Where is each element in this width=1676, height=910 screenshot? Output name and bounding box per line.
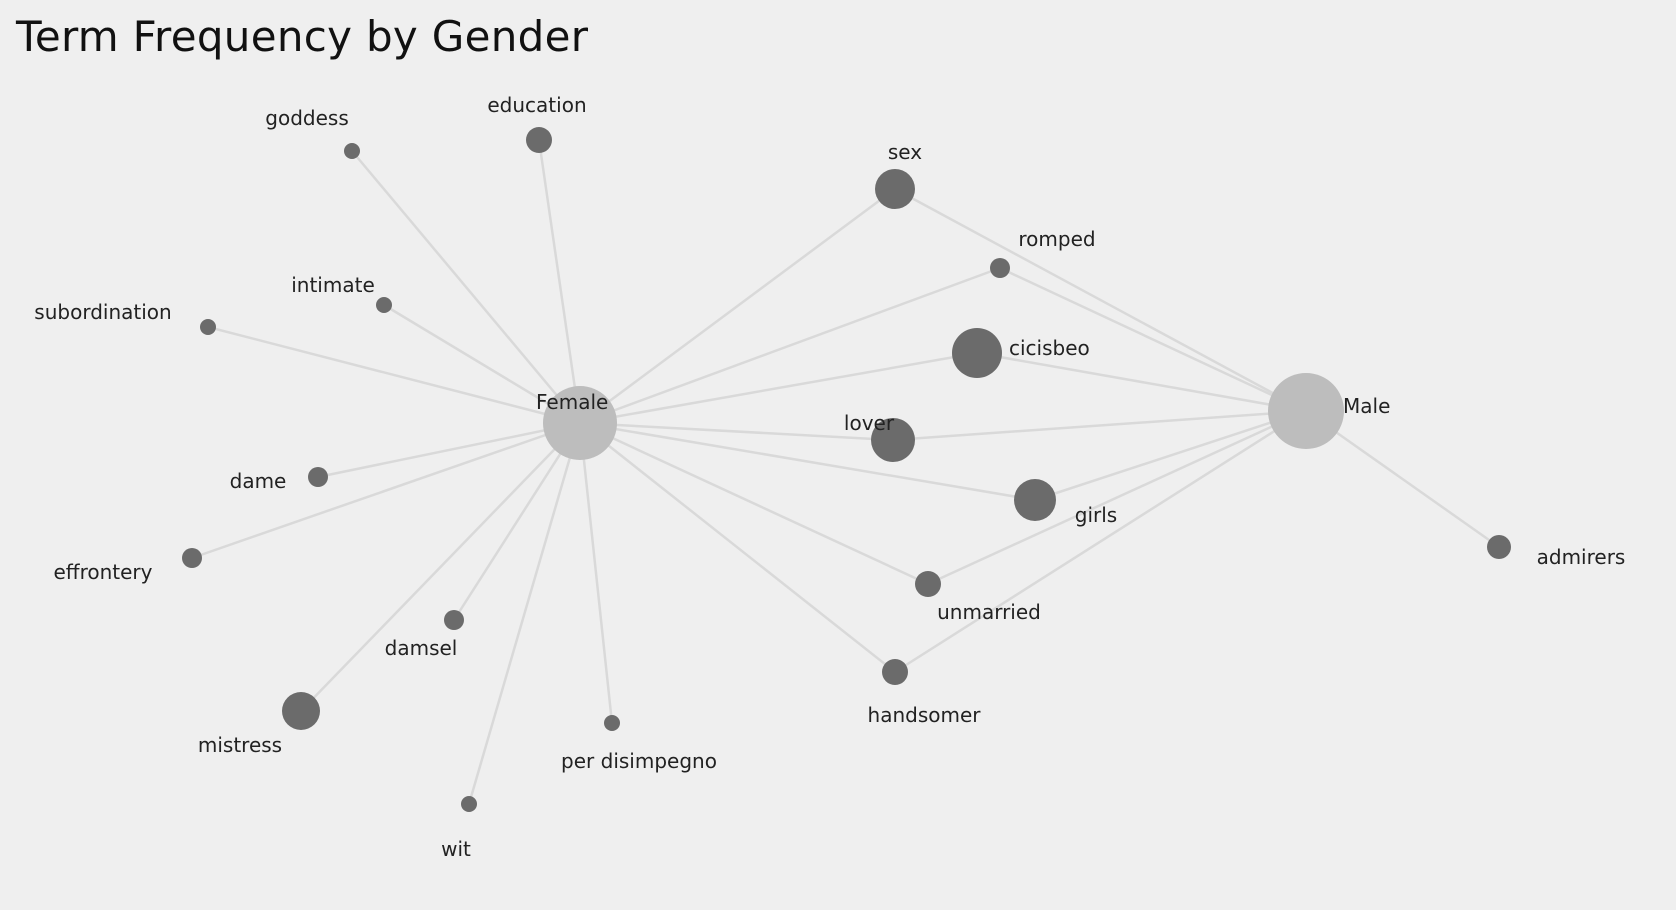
label-unmarried: unmarried (937, 600, 1041, 624)
diagram-title: Term Frequency by Gender (16, 12, 589, 61)
edge-male-girls (1034, 409, 1307, 502)
edge-female-unmarried (579, 421, 929, 586)
node-girls[interactable] (1014, 479, 1056, 521)
edge-female-sex (579, 187, 896, 425)
label-cicisbeo: cicisbeo (1009, 336, 1090, 360)
edge-female-intimate (383, 303, 581, 425)
label-layer: Female Male goddess education intimate subord… (34, 93, 1625, 861)
edge-female-goddess (351, 150, 581, 424)
node-female[interactable] (543, 386, 617, 460)
label-male: Male (1343, 394, 1390, 418)
edge-male-sex (894, 187, 1307, 413)
label-admirers: admirers (1537, 545, 1626, 569)
label-wit: wit (441, 837, 471, 861)
label-damsel: damsel (385, 636, 458, 660)
edge-female-damsel (452, 422, 582, 621)
edge-female-wit (467, 422, 582, 805)
edge-female-effrontery (191, 421, 581, 560)
edge-layer (191, 139, 1500, 805)
node-sex[interactable] (875, 169, 915, 209)
node-per-disimpegno[interactable] (604, 715, 620, 731)
edge-female-handsomer (579, 422, 896, 673)
node-romped[interactable] (990, 258, 1010, 278)
label-sex: sex (888, 140, 922, 164)
edge-female-girls (579, 421, 1036, 502)
label-per-disimpegno: per disimpegno (561, 749, 717, 773)
label-girls: girls (1075, 503, 1117, 527)
edge-female-romped (579, 266, 1001, 425)
edge-female-lover (579, 421, 894, 442)
node-intimate[interactable] (376, 297, 392, 313)
node-dame[interactable] (308, 467, 328, 487)
label-dame: dame (230, 469, 287, 493)
label-subordination: subordination (34, 300, 171, 324)
node-layer (182, 127, 1511, 812)
label-romped: romped (1018, 227, 1095, 251)
edge-female-mistress (300, 422, 581, 712)
node-effrontery[interactable] (182, 548, 202, 568)
edge-female-education (537, 139, 582, 424)
node-handsomer[interactable] (882, 659, 908, 685)
node-lover[interactable] (871, 418, 915, 462)
node-admirers[interactable] (1487, 535, 1511, 559)
edge-female-subordination (207, 325, 581, 425)
edge-male-admirers (1305, 409, 1500, 549)
node-unmarried[interactable] (915, 571, 941, 597)
node-wit[interactable] (461, 796, 477, 812)
edge-male-unmarried (927, 409, 1307, 586)
edge-female-dame (317, 421, 581, 479)
label-mistress: mistress (198, 733, 282, 757)
label-lover: lover (844, 411, 895, 435)
node-mistress[interactable] (282, 692, 320, 730)
node-education[interactable] (526, 127, 552, 153)
node-damsel[interactable] (444, 610, 464, 630)
label-goddess: goddess (265, 106, 348, 130)
label-female: Female (536, 390, 608, 414)
label-effrontery: effrontery (54, 560, 153, 584)
node-cicisbeo[interactable] (952, 328, 1002, 378)
edge-male-lover (892, 409, 1307, 442)
edge-male-romped (999, 266, 1307, 413)
node-subordination[interactable] (200, 319, 216, 335)
node-goddess[interactable] (344, 143, 360, 159)
edge-male-cicisbeo (976, 351, 1307, 413)
edge-female-per-disimpegno (578, 422, 614, 724)
label-handsomer: handsomer (868, 703, 982, 727)
edge-female-cicisbeo (579, 351, 978, 425)
label-education: education (487, 93, 586, 117)
label-intimate: intimate (291, 273, 375, 297)
node-male[interactable] (1268, 373, 1344, 449)
edge-male-handsomer (894, 409, 1307, 674)
